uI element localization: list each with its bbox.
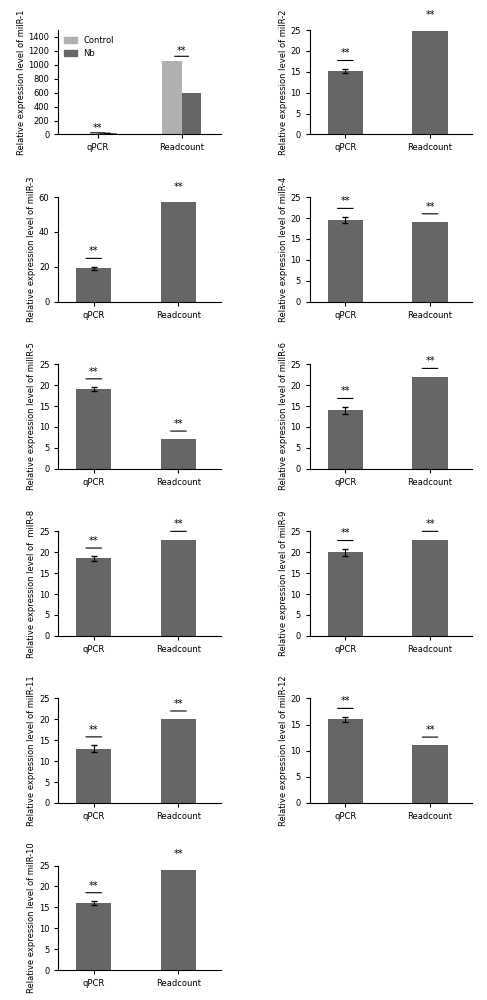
Bar — [161, 540, 196, 636]
Text: **: ** — [174, 849, 183, 859]
Text: **: ** — [425, 202, 435, 212]
Bar — [76, 268, 112, 302]
Bar — [161, 870, 196, 970]
Legend: Control, Nb: Control, Nb — [63, 34, 115, 60]
Bar — [161, 719, 196, 803]
Text: **: ** — [89, 881, 98, 891]
Y-axis label: Relative expression level of milR-3: Relative expression level of milR-3 — [27, 177, 36, 322]
Y-axis label: Relative expression level of milR-10: Relative expression level of milR-10 — [27, 842, 36, 993]
Y-axis label: Relative expression level of milR-4: Relative expression level of milR-4 — [279, 177, 288, 322]
Bar — [328, 71, 363, 134]
Text: **: ** — [89, 536, 98, 546]
Text: **: ** — [425, 725, 435, 735]
Bar — [328, 220, 363, 302]
Text: **: ** — [89, 246, 98, 256]
Y-axis label: Relative expression level of milR-1: Relative expression level of milR-1 — [17, 10, 26, 155]
Text: **: ** — [174, 182, 183, 192]
Text: **: ** — [340, 48, 350, 58]
Text: **: ** — [174, 519, 183, 529]
Bar — [76, 749, 112, 803]
Bar — [412, 222, 448, 302]
Y-axis label: Relative expression level of milR-12: Relative expression level of milR-12 — [279, 675, 288, 826]
Bar — [161, 439, 196, 469]
Text: **: ** — [340, 386, 350, 396]
Bar — [412, 745, 448, 803]
Bar — [161, 202, 196, 302]
Bar — [76, 903, 112, 970]
Text: **: ** — [340, 696, 350, 706]
Text: **: ** — [340, 196, 350, 206]
Y-axis label: Relative expression level of milR-9: Relative expression level of milR-9 — [279, 511, 288, 656]
Text: **: ** — [425, 10, 435, 20]
Y-axis label: Relative expression level of milIR-6: Relative expression level of milIR-6 — [279, 342, 288, 490]
Bar — [412, 31, 448, 134]
Bar — [412, 377, 448, 469]
Text: **: ** — [340, 528, 350, 538]
Y-axis label: Relative expression level of milR-2: Relative expression level of milR-2 — [279, 10, 288, 155]
Y-axis label: Relative expression level of milR-11: Relative expression level of milR-11 — [27, 675, 36, 826]
Text: **: ** — [174, 699, 183, 709]
Text: **: ** — [425, 356, 435, 366]
Text: **: ** — [177, 46, 187, 56]
Bar — [328, 719, 363, 803]
Bar — [162, 61, 182, 134]
Text: **: ** — [425, 519, 435, 529]
Text: **: ** — [174, 419, 183, 429]
Y-axis label: Relative expression level of milIR-5: Relative expression level of milIR-5 — [27, 343, 36, 490]
Bar — [76, 558, 112, 636]
Bar — [97, 133, 117, 134]
Bar — [328, 552, 363, 636]
Text: **: ** — [93, 123, 102, 133]
Y-axis label: Relative expression level of  milR-8: Relative expression level of milR-8 — [27, 509, 36, 658]
Bar — [182, 93, 201, 134]
Text: **: ** — [89, 367, 98, 377]
Bar — [328, 410, 363, 469]
Text: **: ** — [89, 725, 98, 735]
Bar — [412, 540, 448, 636]
Bar — [76, 389, 112, 469]
